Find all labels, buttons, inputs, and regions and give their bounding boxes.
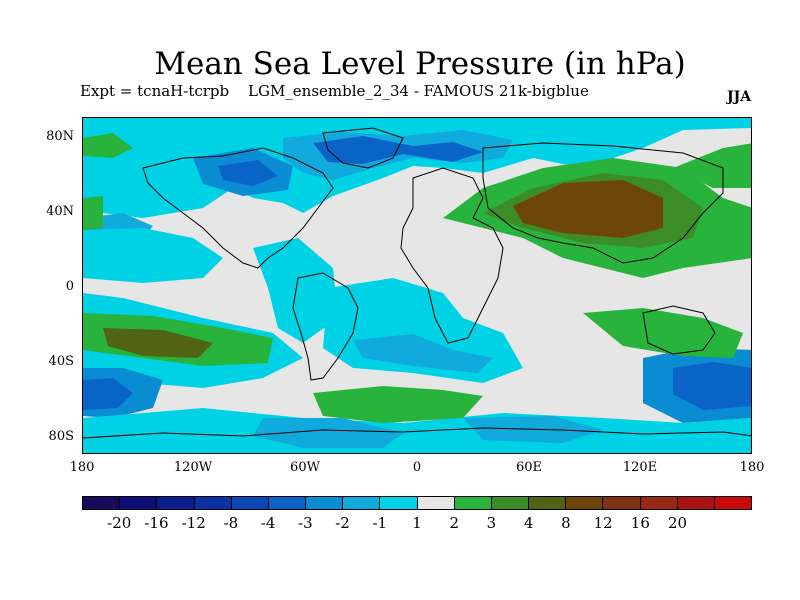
south-atlantic-low	[353, 334, 493, 373]
colorbar	[82, 496, 752, 510]
lon-tick-180w: 180	[69, 460, 95, 475]
colorbar-label: 16	[630, 514, 650, 532]
antarctic-negative-core	[253, 418, 403, 448]
map-title: Mean Sea Level Pressure (in hPa)	[154, 46, 686, 82]
lat-tick-80s: 80S	[48, 429, 74, 444]
eurasia-high-core	[513, 180, 663, 238]
southern-pacific-low-core	[83, 378, 133, 410]
colorbar-swatch	[566, 497, 604, 509]
colorbar-swatch	[194, 497, 232, 509]
arctic-high-west	[83, 133, 133, 158]
colorbar-label: -4	[260, 514, 276, 532]
colorbar-label: -1	[372, 514, 388, 532]
colorbar-label: 4	[523, 514, 534, 532]
australia-coast	[642, 305, 716, 355]
ensemble-label: LGM_ensemble_2_34 - FAMOUS 21k-bigblue	[248, 82, 589, 100]
south-america-coast	[292, 272, 359, 381]
map-canvas	[83, 118, 751, 453]
colorbar-label: -2	[335, 514, 350, 532]
southwest-indian-high	[313, 386, 483, 423]
north-america-low-core	[218, 160, 278, 186]
colorbar-label: 3	[486, 514, 497, 532]
asia-coast	[482, 142, 724, 264]
lon-tick-120w: 120W	[173, 460, 213, 475]
colorbar-label: -12	[181, 514, 206, 532]
colorbar-label: -3	[298, 514, 313, 532]
north-pacific-high	[673, 143, 751, 188]
coastlines	[83, 127, 751, 439]
colorbar-swatch	[714, 497, 752, 509]
lon-tick-60e: 60E	[515, 460, 543, 475]
colorbar-swatch	[491, 497, 530, 509]
lon-tick-0: 0	[412, 460, 422, 475]
southern-indian-low-core	[673, 362, 751, 410]
lat-tick-40s: 40S	[48, 354, 74, 369]
colorbar-swatch	[603, 497, 641, 509]
colorbar-swatch	[417, 497, 455, 509]
western-atlantic-high	[83, 196, 103, 230]
colorbar-label: -8	[223, 514, 239, 532]
lon-tick-180e: 180	[739, 460, 765, 475]
lat-tick-0: 0	[65, 279, 74, 294]
season-label: JJA	[727, 89, 752, 105]
colorbar-swatch	[677, 497, 715, 509]
colorbar-swatch	[268, 497, 307, 509]
colorbar-swatch	[83, 497, 121, 509]
colorbar-label: -20	[107, 514, 132, 532]
north-america-coast	[142, 147, 334, 269]
experiment-label: Expt = tcnaH-tcrpb	[80, 82, 230, 100]
europe-africa-coast	[400, 167, 504, 344]
pacific-negative-band	[83, 228, 223, 283]
colorbar-swatch	[157, 497, 195, 509]
colorbar-label: 8	[561, 514, 571, 532]
colorbar-swatch	[529, 497, 567, 509]
antarctica-coast	[83, 427, 751, 439]
indian-ocean-high	[583, 308, 743, 358]
lon-tick-120e: 120E	[622, 460, 658, 475]
southeast-pacific-high-core	[103, 328, 213, 358]
lat-tick-40n: 40N	[46, 204, 74, 219]
colorbar-swatch	[306, 497, 344, 509]
colorbar-swatch	[380, 497, 418, 509]
colorbar-swatch	[120, 497, 158, 509]
greenland-low	[313, 136, 483, 164]
colorbar-swatch	[454, 497, 492, 509]
colorbar-swatch	[640, 497, 678, 509]
lat-tick-80n: 80N	[46, 129, 74, 144]
colorbar-label: 2	[449, 514, 459, 532]
colorbar-swatch	[231, 497, 269, 509]
colorbar-label: 12	[593, 514, 613, 532]
colorbar-label: 20	[668, 514, 688, 532]
colorbar-label: -16	[144, 514, 169, 532]
greenland-coast	[322, 127, 404, 169]
lon-tick-60w: 60W	[290, 460, 320, 475]
pressure-map	[82, 117, 752, 454]
colorbar-swatch	[343, 497, 381, 509]
antarctic-negative-band	[83, 408, 751, 453]
colorbar-label: 1	[412, 514, 422, 532]
